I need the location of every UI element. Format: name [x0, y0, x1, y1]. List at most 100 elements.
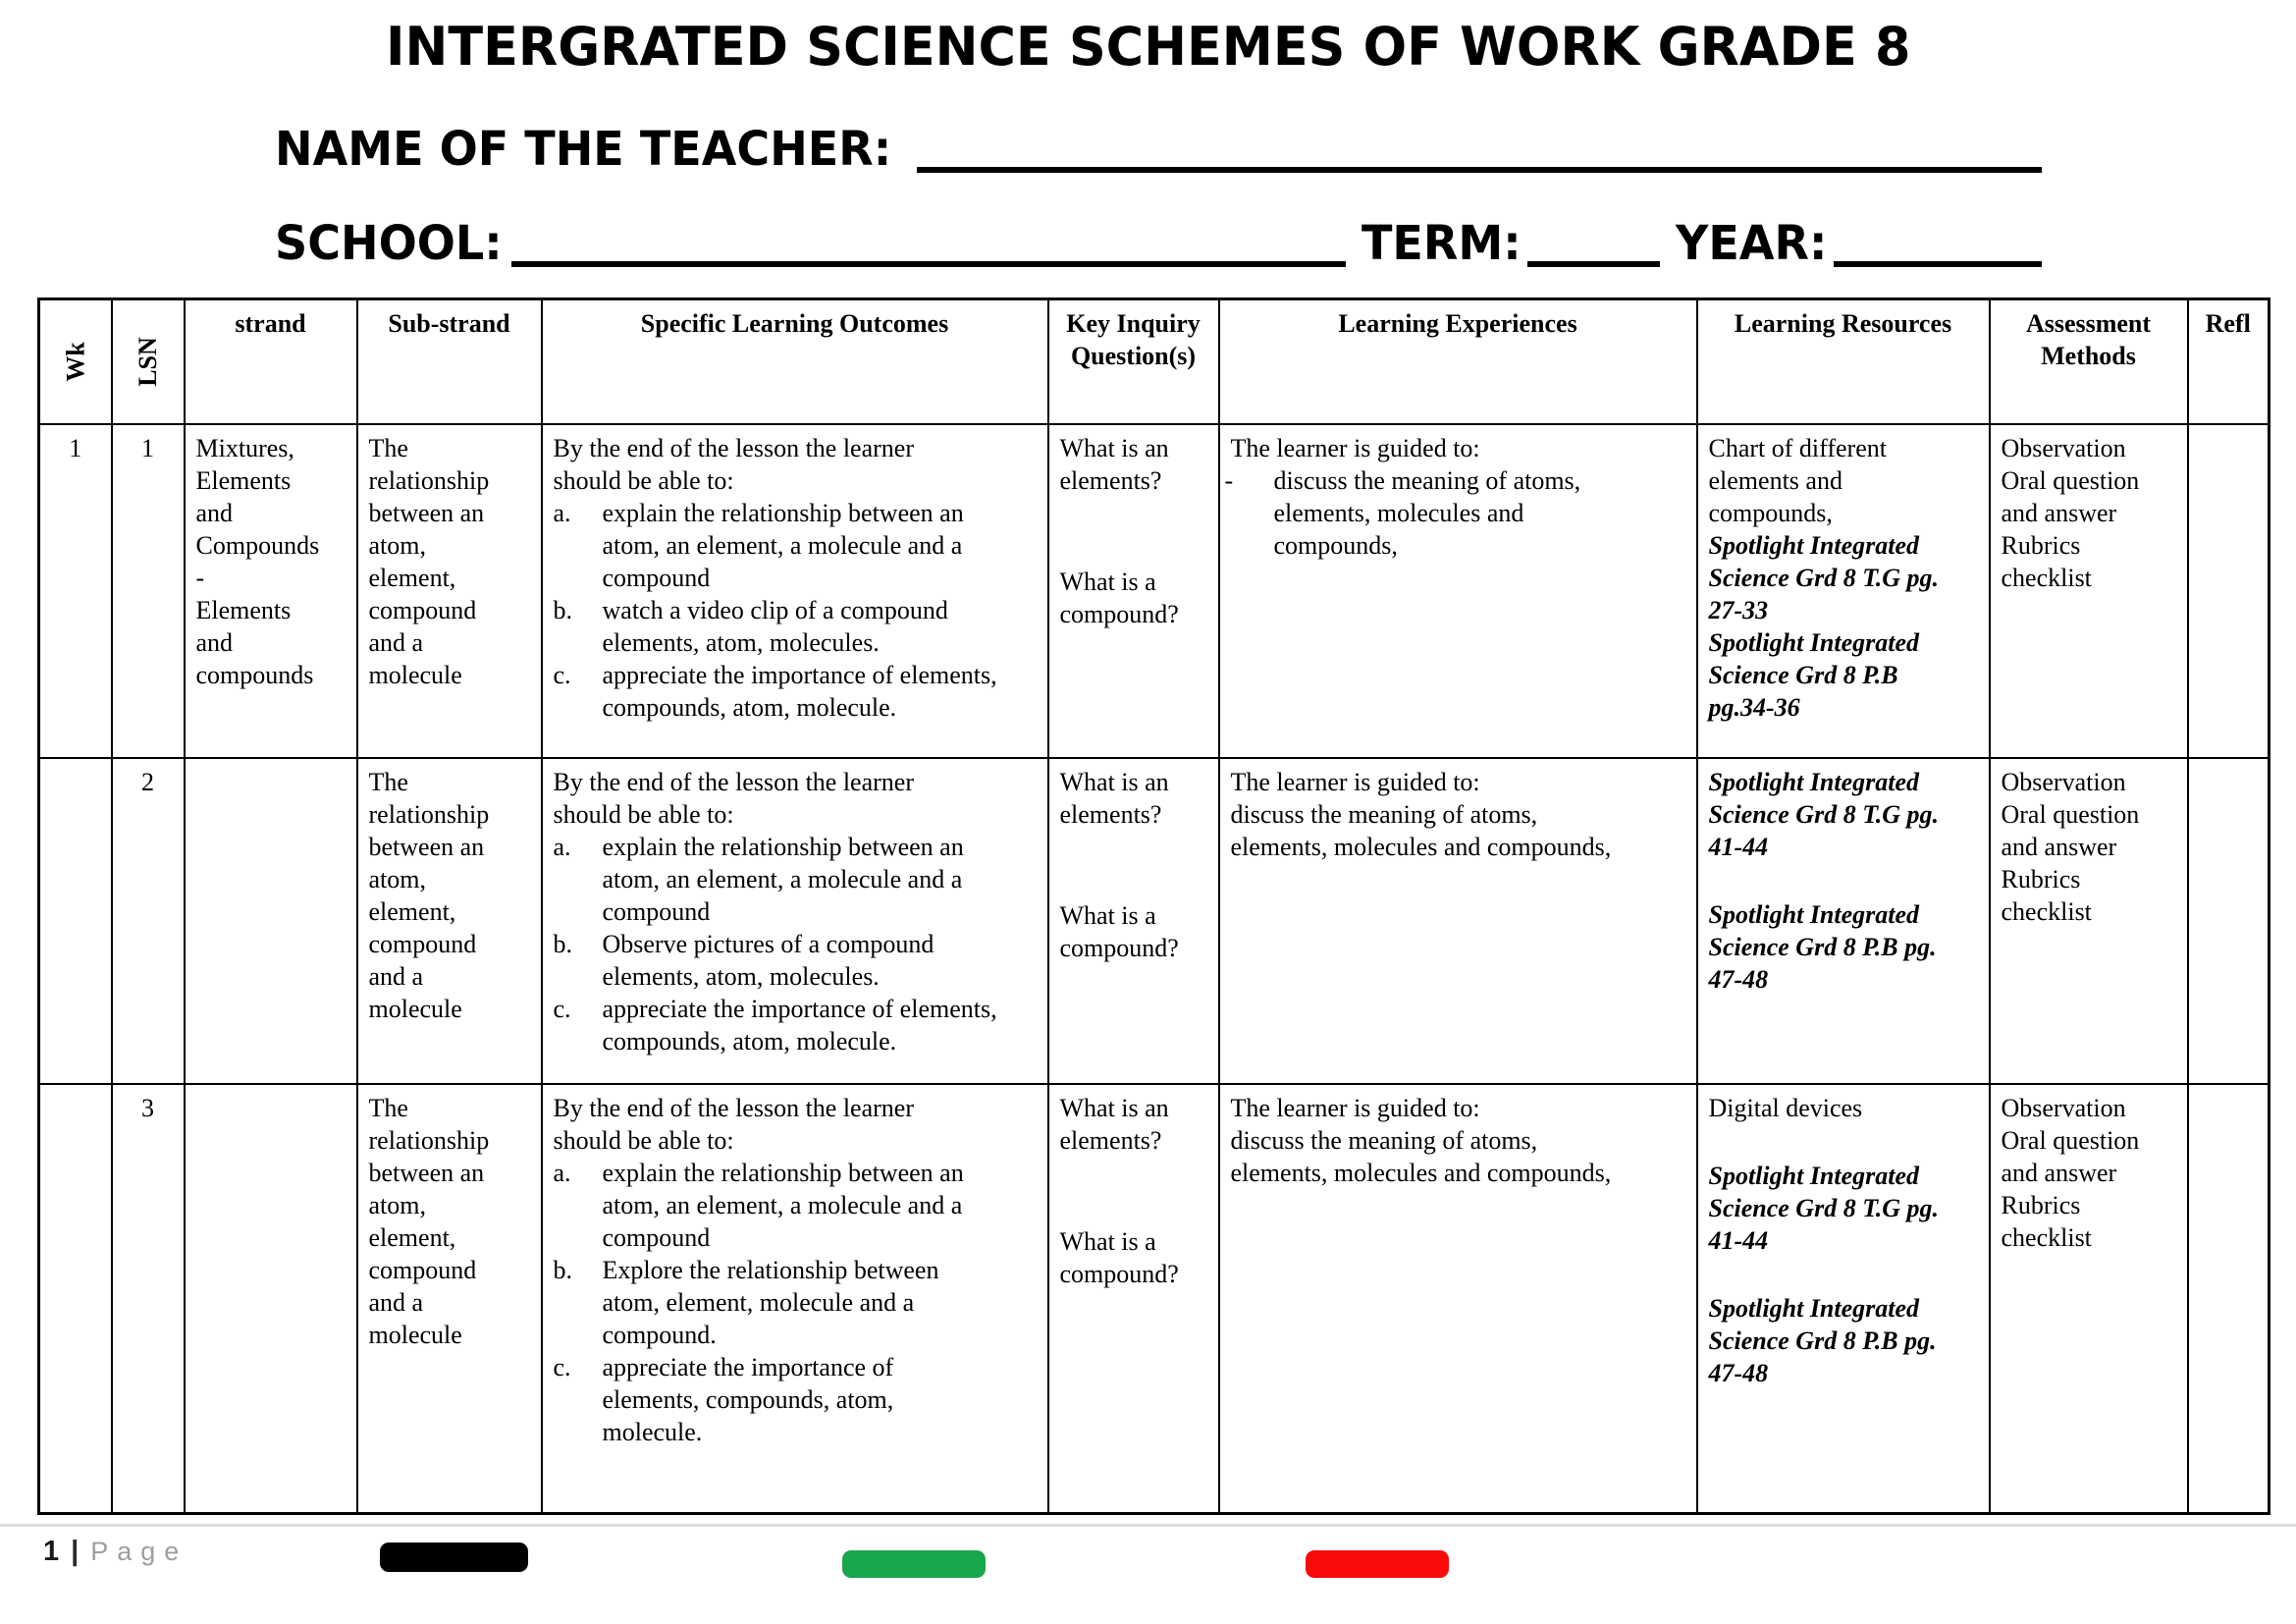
table-row-lesson-2: 2 The relationship between an atom, elem… [37, 756, 2270, 1085]
outcome-item-marker: c. [553, 994, 571, 1023]
experiences-intro: The learner is guided to: [1230, 433, 1480, 462]
outcome-item: c. appreciate the importance of elements,… [554, 1351, 1037, 1448]
key-inquiry-cell: What is an elements? What is a compound? [1046, 1082, 1220, 1515]
sub-strand-cell: The relationship between an atom, elemen… [355, 756, 543, 1085]
table-row-lesson-3: 3 The relationship between an atom, elem… [37, 1082, 2270, 1515]
resources-cell: Spotlight Integrated Science Grd 8 T.G p… [1695, 756, 1991, 1085]
key-inquiry-question-2: What is a compound? [1059, 567, 1179, 628]
outcomes-cell: By the end of the lesson the learner sho… [540, 756, 1049, 1085]
outcomes-intro: By the end of the lesson the learner sho… [553, 1093, 915, 1155]
experience-bullet-item: - discuss the meaning of atoms, elements,… [1225, 464, 1685, 562]
refl-cell [2186, 1082, 2270, 1515]
col-header-assessment: Assessment Methods [1988, 298, 2189, 425]
experiences-cell: The learner is guided to: discuss the me… [1217, 756, 1698, 1085]
resources-cell: Digital devices Spotlight Integrated Sci… [1695, 1082, 1991, 1515]
schemes-of-work-table: Wk LSN strand Sub-strand Specific Learni… [37, 298, 2270, 1515]
col-header-outcomes: Specific Learning Outcomes [540, 298, 1049, 425]
outcomes-intro: By the end of the lesson the learner sho… [553, 767, 915, 829]
key-inquiry-question-2: What is a compound? [1059, 900, 1179, 962]
wk-cell [37, 756, 113, 1085]
year-blank-line [1834, 261, 2042, 267]
page-title: INTERGRATED SCIENCE SCHEMES OF WORK GRAD… [385, 16, 1911, 78]
key-inquiry-question-2: What is a compound? [1059, 1226, 1179, 1288]
term-label: TERM: [1361, 216, 1522, 271]
outcome-item-text: appreciate the importance of elements, c… [602, 994, 997, 1056]
resource-item: Digital devices [1708, 1093, 1863, 1122]
outcome-item: a. explain the relationship between an at… [554, 497, 1037, 594]
resource-item: Spotlight Integrated Science Grd 8 T.G p… [1708, 767, 1939, 861]
document-header: INTERGRATED SCIENCE SCHEMES OF WORK GRAD… [0, 16, 2296, 78]
strand-cell [183, 1082, 358, 1515]
school-label: SCHOOL: [275, 216, 503, 271]
outcome-item-marker: b. [553, 595, 573, 624]
outcome-item-text: watch a video clip of a compound element… [602, 595, 948, 657]
year-label: YEAR: [1676, 216, 1828, 271]
outcome-item: a. explain the relationship between an at… [554, 831, 1037, 928]
teacher-name-blank-line [917, 167, 2042, 173]
experiences-intro: The learner is guided to: [1230, 767, 1480, 796]
wk-cell [37, 1082, 113, 1515]
outcome-item-text: Explore the relationship between atom, e… [602, 1255, 939, 1349]
lsn-cell: 3 [110, 1082, 186, 1515]
outcome-item-text: appreciate the importance of elements, c… [602, 1352, 894, 1446]
resource-item: Spotlight Integrated Science Grd 8 T.G p… [1708, 1161, 1939, 1255]
bullet-dash-marker: - [1224, 465, 1234, 495]
outcome-item-text: explain the relationship between an atom… [602, 498, 964, 592]
key-inquiry-question-1: What is an elements? [1059, 767, 1169, 829]
green-highlight-bar [842, 1550, 986, 1578]
page-word: Page [90, 1537, 188, 1566]
teacher-name-label: NAME OF THE TEACHER: [275, 122, 892, 177]
outcome-item: b. Observe pictures of a compound element… [554, 928, 1037, 993]
outcome-item-text: explain the relationship between an atom… [602, 832, 964, 926]
school-term-year-row: SCHOOL: TERM: YEAR: [275, 194, 2042, 267]
sub-strand-cell: The relationship between an atom, elemen… [355, 422, 543, 759]
experience-text: discuss the meaning of atoms, elements, … [1230, 1125, 1612, 1187]
refl-cell [2186, 422, 2270, 759]
red-highlight-bar [1306, 1550, 1449, 1578]
col-header-strand: strand [183, 298, 358, 425]
assessment-cell: Observation Oral question and answer Rub… [1988, 422, 2189, 759]
sub-strand-cell: The relationship between an atom, elemen… [355, 1082, 543, 1515]
lsn-header-label: LSN [133, 336, 162, 387]
outcome-item-marker: a. [553, 832, 571, 861]
refl-cell [2186, 756, 2270, 1085]
experiences-cell: The learner is guided to: - discuss the m… [1217, 422, 1698, 759]
assessment-cell: Observation Oral question and answer Rub… [1988, 1082, 2189, 1515]
experience-bullet-text: discuss the meaning of atoms, elements, … [1273, 465, 1581, 560]
col-header-refl: Refl [2186, 298, 2270, 425]
experiences-intro: The learner is guided to: [1230, 1093, 1480, 1122]
outcome-item: b. Explore the relationship between atom,… [554, 1254, 1037, 1351]
outcome-item-marker: a. [553, 1158, 571, 1187]
outcome-item: b. watch a video clip of a compound eleme… [554, 594, 1037, 659]
school-blank-line [511, 261, 1346, 267]
col-header-sub-strand: Sub-strand [355, 298, 543, 425]
table-row-lesson-1: 1 1 Mixtures, Elements and Compounds - E… [37, 422, 2270, 759]
outcome-item: c. appreciate the importance of elements,… [554, 993, 1037, 1057]
col-header-resources: Learning Resources [1695, 298, 1991, 425]
strand-cell [183, 756, 358, 1085]
outcome-item-text: appreciate the importance of elements, c… [602, 660, 997, 722]
outcome-item-text: explain the relationship between an atom… [602, 1158, 964, 1252]
outcomes-cell: By the end of the lesson the learner sho… [540, 1082, 1049, 1515]
black-highlight-bar [380, 1543, 528, 1572]
resource-item: Spotlight Integrated Science Grd 8 P.B p… [1708, 899, 1937, 994]
outcome-item-marker: c. [553, 1352, 571, 1381]
key-inquiry-question-1: What is an elements? [1059, 1093, 1169, 1155]
col-header-key-inquiry: Key Inquiry Question(s) [1046, 298, 1220, 425]
outcome-item-text: Observe pictures of a compound elements,… [602, 929, 934, 991]
resource-item: Chart of different elements and compound… [1708, 433, 1887, 527]
experience-text: discuss the meaning of atoms, elements, … [1230, 799, 1612, 861]
col-header-experiences: Learning Experiences [1217, 298, 1698, 425]
page-number-separator: | [71, 1536, 80, 1567]
key-inquiry-cell: What is an elements? What is a compound? [1046, 422, 1220, 759]
outcomes-intro: By the end of the lesson the learner sho… [553, 433, 915, 495]
outcome-item: c. appreciate the importance of elements,… [554, 659, 1037, 724]
col-header-lsn: LSN [110, 298, 186, 425]
resource-item: Spotlight Integrated Science Grd 8 P.B p… [1708, 627, 1920, 722]
assessment-cell: Observation Oral question and answer Rub… [1988, 756, 2189, 1085]
term-blank-line [1527, 261, 1661, 267]
key-inquiry-question-1: What is an elements? [1059, 433, 1169, 495]
lsn-cell: 2 [110, 756, 186, 1085]
outcomes-cell: By the end of the lesson the learner sho… [540, 422, 1049, 759]
page-number-footer: 1 | Page [43, 1536, 187, 1568]
